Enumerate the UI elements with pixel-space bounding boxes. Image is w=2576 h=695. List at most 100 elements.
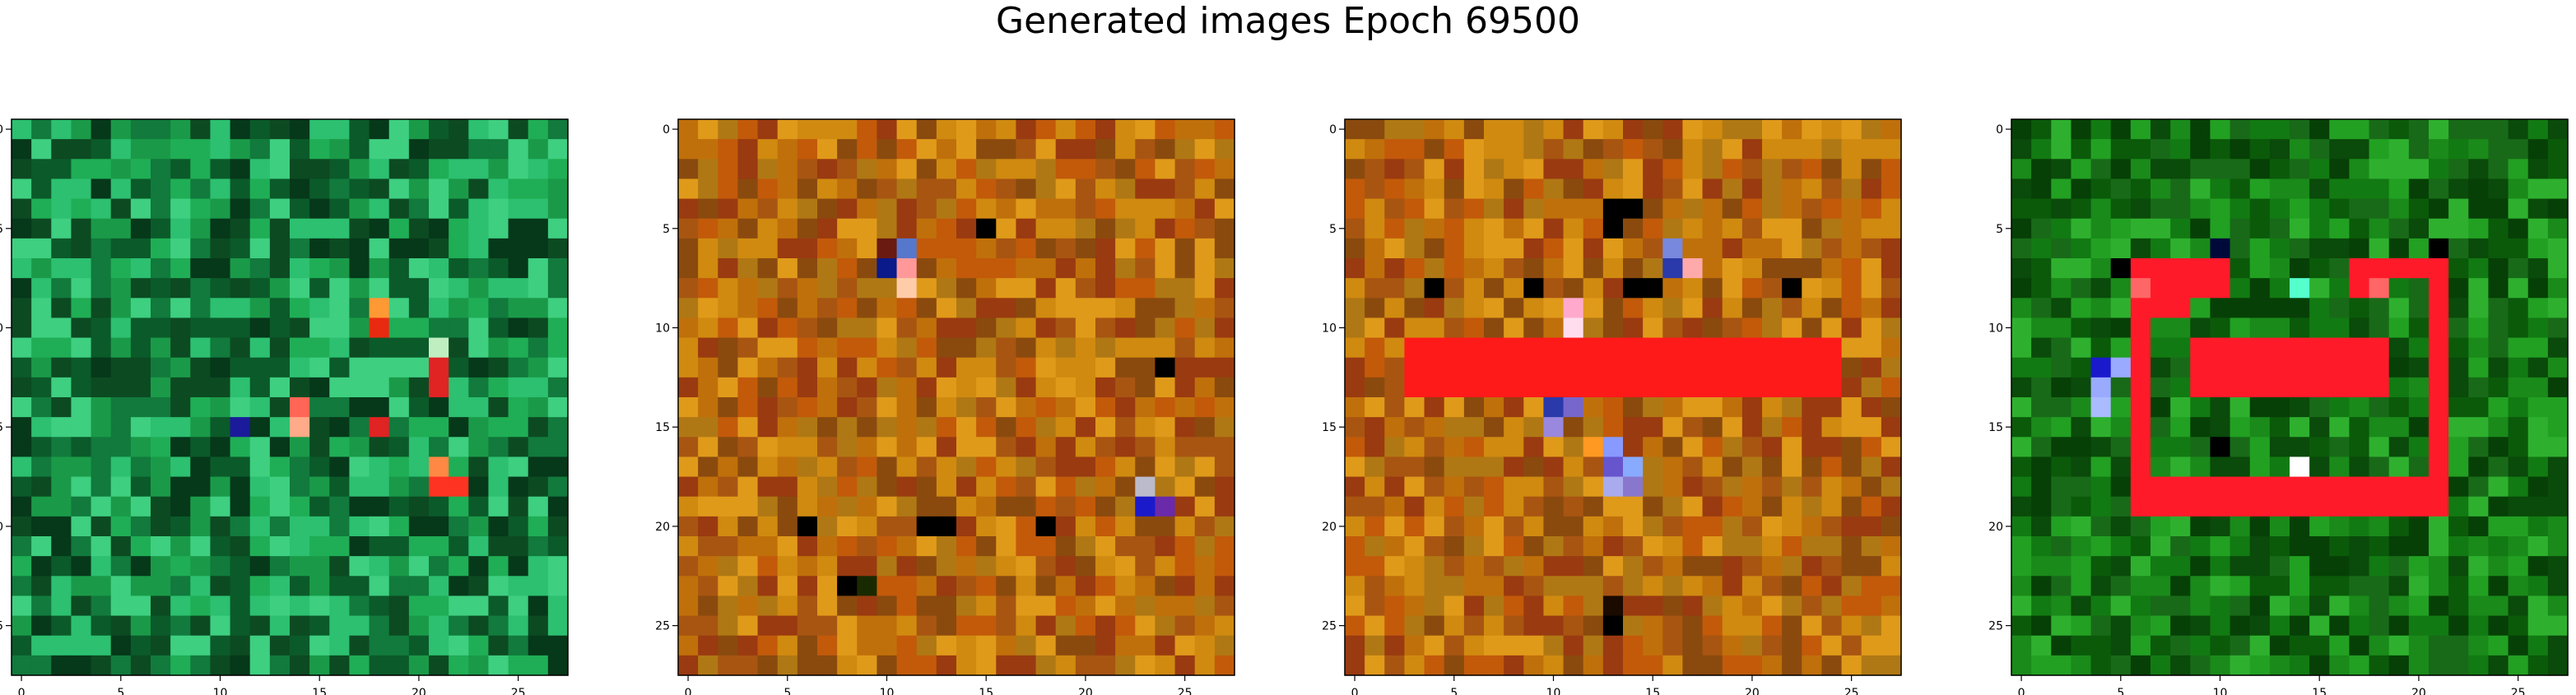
heatmap-cell [190, 516, 212, 537]
heatmap-cell [1782, 139, 1802, 160]
heatmap-cell [2527, 496, 2549, 517]
heatmap-cell [1384, 218, 1406, 239]
heatmap-cell [2547, 377, 2569, 398]
heatmap-cell [2151, 397, 2171, 418]
heatmap-cell [249, 278, 271, 299]
heatmap-cell [1194, 178, 1216, 200]
heatmap-cell [1484, 357, 1504, 378]
heatmap-cell [1702, 556, 1723, 577]
heatmap-cell [996, 655, 1017, 676]
heatmap-cell [2031, 595, 2052, 617]
heatmap-cell [1861, 536, 1882, 557]
heatmap-cell [110, 496, 132, 517]
heatmap-cell [1841, 556, 1862, 577]
heatmap-cell [1643, 198, 1663, 220]
heatmap-cell [1583, 278, 1604, 299]
heatmap-cell [2527, 238, 2549, 259]
heatmap-cell [698, 456, 718, 478]
y-tick-label: 25 [655, 620, 670, 633]
heatmap-cell [1741, 516, 1763, 537]
heatmap-cell [2110, 238, 2132, 259]
heatmap-cell [1722, 178, 1743, 200]
heatmap-cell [1563, 218, 1584, 239]
heatmap-cell [2051, 298, 2072, 319]
heatmap-cell [31, 119, 52, 140]
heatmap-cell [210, 437, 231, 458]
heatmap-cell [2349, 258, 2370, 279]
heatmap-cell [190, 357, 212, 378]
heatmap-cell [1035, 178, 1057, 200]
heatmap-cell [1384, 159, 1406, 180]
heatmap-cell [1662, 357, 1684, 378]
heatmap-cell [547, 536, 569, 557]
heatmap-cell [718, 278, 739, 299]
heatmap-cell [2249, 556, 2271, 577]
heatmap-cell [1881, 456, 1902, 478]
heatmap-cell [817, 595, 838, 617]
heatmap-cell [996, 496, 1017, 517]
heatmap-cell [1821, 198, 1843, 220]
heatmap-cell [170, 556, 191, 577]
heatmap-cell [1504, 635, 1524, 656]
heatmap-cell [1365, 377, 1385, 398]
heatmap-cell [2547, 298, 2569, 319]
heatmap-cell [1194, 576, 1216, 597]
heatmap-cell [1345, 337, 1365, 359]
heatmap-cell [2527, 516, 2549, 537]
heatmap-cell [71, 476, 92, 498]
heatmap-cell [1583, 119, 1604, 140]
heatmap-cell [2151, 337, 2171, 359]
heatmap-cell [51, 119, 72, 140]
heatmap-cell [936, 615, 957, 637]
axes-frame [2011, 118, 2569, 676]
heatmap-cell [2230, 198, 2251, 220]
heatmap-cell [2508, 595, 2529, 617]
heatmap-cell [1782, 635, 1802, 656]
heatmap-cell [1135, 218, 1156, 239]
heatmap-cell [91, 635, 112, 656]
heatmap-cell [2527, 119, 2549, 140]
heatmap-cell [1115, 655, 1136, 676]
heatmap-cell [1016, 139, 1037, 160]
heatmap-cell [718, 317, 739, 339]
heatmap-cell [2051, 536, 2072, 557]
heatmap-cell [71, 298, 92, 319]
heatmap-cell [2249, 615, 2271, 637]
heatmap-cell [797, 536, 818, 557]
heatmap-cell [916, 377, 937, 398]
heatmap-cell [837, 139, 858, 160]
heatmap-cell [547, 496, 569, 517]
heatmap-cell [718, 615, 739, 637]
heatmap-cell [2130, 139, 2151, 160]
heatmap-cell [857, 357, 878, 378]
heatmap-cell [1404, 556, 1425, 577]
heatmap-cell [1861, 218, 1882, 239]
heatmap-cell [110, 317, 132, 339]
heatmap-cell [1583, 159, 1604, 180]
heatmap-cell [737, 635, 759, 656]
heatmap-cell [857, 417, 878, 438]
heatmap-cell [1523, 357, 1545, 378]
heatmap-cell [1194, 258, 1216, 279]
heatmap-cell [916, 417, 937, 438]
heatmap-cell [2269, 576, 2290, 597]
heatmap-cell [2090, 615, 2112, 637]
heatmap-cell [528, 417, 549, 438]
heatmap-cell [151, 238, 171, 259]
heatmap-cell [449, 556, 469, 577]
heatmap-cell [1444, 615, 1465, 637]
heatmap-cell [1174, 615, 1196, 637]
heatmap-cell [1115, 496, 1136, 517]
heatmap-cell [290, 536, 310, 557]
heatmap-cell [51, 258, 72, 279]
heatmap-cell [678, 496, 699, 517]
heatmap-cell [1174, 397, 1196, 418]
heatmap-cell [309, 655, 330, 676]
heatmap-cell [408, 298, 430, 319]
heatmap-cell [2429, 536, 2449, 557]
heatmap-cell [857, 298, 878, 319]
heatmap-cell [1463, 437, 1485, 458]
heatmap-cell [1484, 536, 1504, 557]
heatmap-cell [1643, 595, 1663, 617]
heatmap-cell [1623, 139, 1644, 160]
